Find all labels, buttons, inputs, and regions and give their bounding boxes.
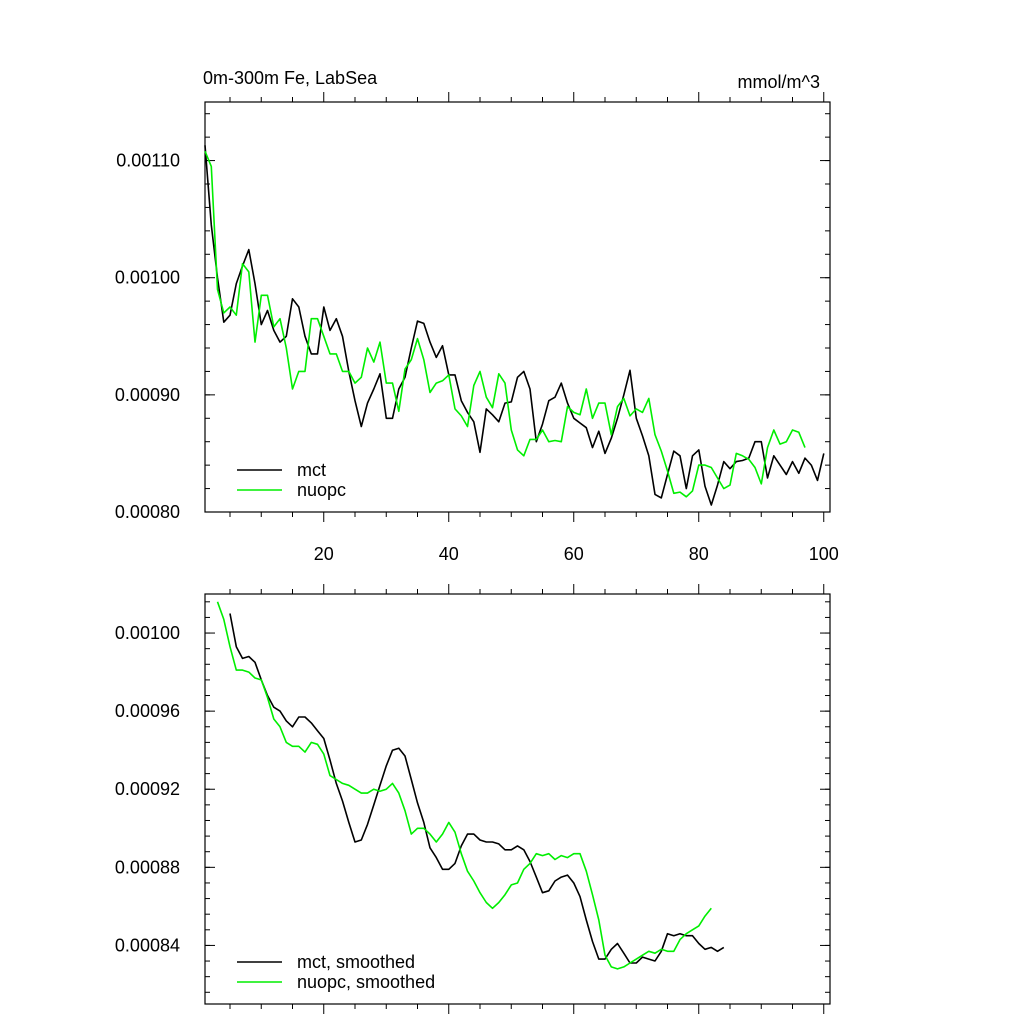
y-tick-label: 0.00100 bbox=[115, 623, 180, 643]
y-tick-labels-top: 0.00080 0.00090 0.00100 0.00110 bbox=[115, 151, 180, 522]
series-line-nuopc-smoothed bbox=[216, 601, 712, 970]
plot-frame-bottom bbox=[204, 593, 831, 1005]
series-line-nuopc bbox=[204, 150, 806, 498]
x-tick-labels-top: 20 40 60 80 100 bbox=[314, 544, 839, 564]
units-label: mmol/m^3 bbox=[738, 72, 820, 92]
series-lines-bottom bbox=[216, 601, 725, 970]
y-tick-label: 0.00100 bbox=[115, 268, 180, 288]
y-tick-label: 0.00088 bbox=[115, 857, 180, 877]
legend-label-nuopc-smoothed: nuopc, smoothed bbox=[297, 972, 435, 992]
series-line-mct-smoothed bbox=[229, 613, 725, 964]
top-chart-panel: 0m-300m Fe, LabSea mmol/m^3 0.000800.000… bbox=[115, 68, 839, 564]
legend-label-nuopc: nuopc bbox=[297, 480, 346, 500]
legend-label-mct-smoothed: mct, smoothed bbox=[297, 952, 415, 972]
y-tick-label: 0.00096 bbox=[115, 701, 180, 721]
legend-top: mct nuopc bbox=[237, 460, 346, 500]
chart-title: 0m-300m Fe, LabSea bbox=[203, 68, 378, 88]
y-tick-label: 0.00080 bbox=[115, 502, 180, 522]
x-tick-label: 80 bbox=[689, 544, 709, 564]
y-tick-label: 0.00084 bbox=[115, 935, 180, 955]
y-tick-label: 0.00110 bbox=[116, 151, 180, 171]
y-tick-label: 0.00090 bbox=[115, 385, 180, 405]
axis-ticks-bottom bbox=[205, 584, 830, 1014]
legend-bottom: mct, smoothed nuopc, smoothed bbox=[237, 952, 435, 992]
legend-label-mct: mct bbox=[297, 460, 326, 480]
x-tick-label: 100 bbox=[809, 544, 839, 564]
x-tick-label: 20 bbox=[314, 544, 334, 564]
x-tick-label: 60 bbox=[564, 544, 584, 564]
series-lines-top bbox=[204, 145, 825, 506]
bottom-chart-panel: 0.00084 0.00088 0.00092 0.00096 0.00100 mct,… bbox=[115, 584, 831, 1014]
y-tick-label: 0.00092 bbox=[115, 779, 180, 799]
x-tick-label: 40 bbox=[439, 544, 459, 564]
y-tick-labels-bottom: 0.00084 0.00088 0.00092 0.00096 0.00100 bbox=[115, 623, 180, 955]
plot-frame-top bbox=[204, 101, 831, 513]
